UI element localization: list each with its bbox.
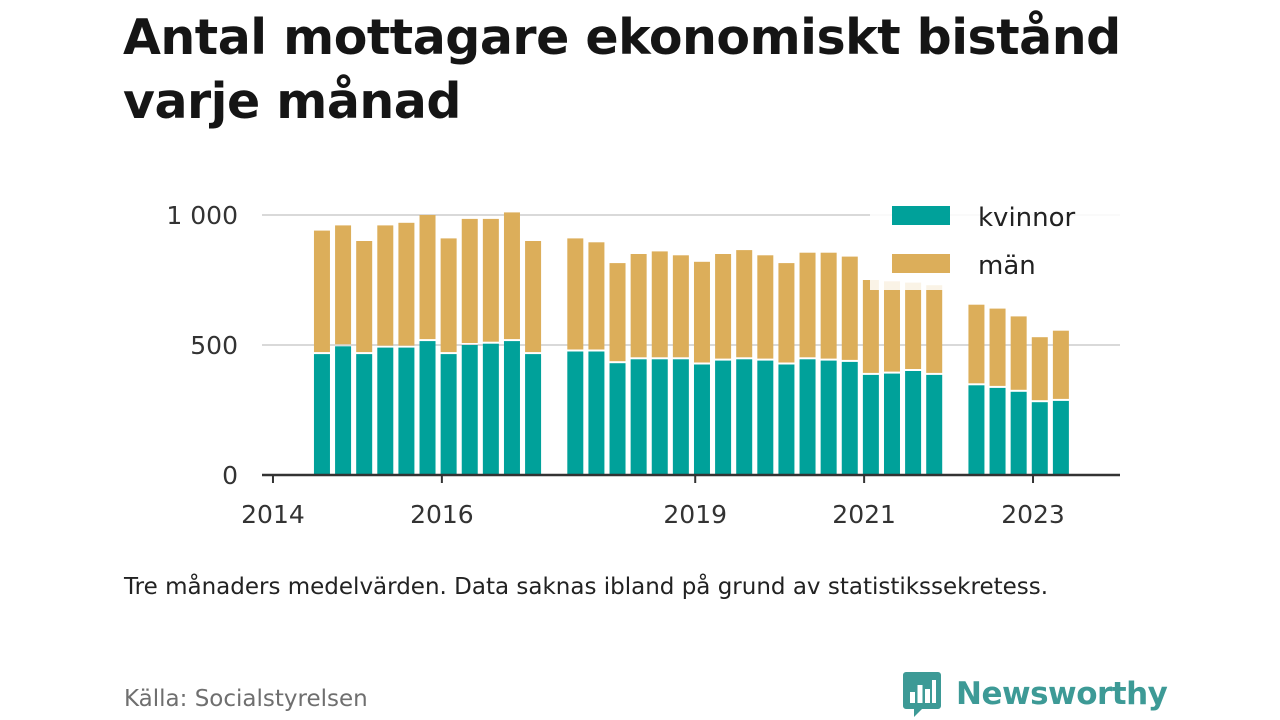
bar-kvinnor bbox=[630, 359, 647, 475]
bar-kvinnor bbox=[567, 351, 584, 475]
bar-man bbox=[841, 256, 858, 360]
bar-kvinnor bbox=[377, 347, 394, 475]
bar-man bbox=[693, 261, 710, 363]
bar-man bbox=[799, 252, 816, 358]
bar-kvinnor bbox=[799, 359, 816, 475]
bar-kvinnor bbox=[926, 374, 943, 475]
bar-kvinnor bbox=[968, 385, 985, 475]
bar-man bbox=[630, 254, 647, 358]
bar-man bbox=[968, 304, 985, 384]
bar-kvinnor bbox=[778, 364, 795, 475]
bar-man bbox=[335, 225, 352, 345]
brand-name: Newsworthy bbox=[956, 676, 1168, 712]
legend-label-kvinnor: kvinnor bbox=[978, 203, 1076, 233]
bar-man bbox=[609, 263, 626, 362]
bar-man bbox=[926, 285, 943, 373]
bar-man bbox=[651, 251, 668, 358]
bar-kvinnor bbox=[419, 341, 436, 475]
bar-kvinnor bbox=[862, 374, 879, 475]
bar-man bbox=[883, 281, 900, 372]
bar-man bbox=[820, 252, 837, 359]
y-tick-label: 1 000 bbox=[166, 201, 238, 230]
bar-man bbox=[440, 238, 457, 353]
bar-kvinnor bbox=[482, 343, 499, 475]
x-tick-label: 2016 bbox=[410, 500, 474, 529]
legend-label-man: män bbox=[978, 251, 1036, 281]
bar-man bbox=[398, 222, 415, 346]
bar-kvinnor bbox=[883, 373, 900, 475]
chart-title: Antal mottagare ekonomiskt bistånd varje… bbox=[123, 9, 1121, 130]
bar-man bbox=[715, 254, 732, 359]
chart-caption: Tre månaders medelvärden. Data saknas ib… bbox=[124, 574, 1049, 600]
bar-kvinnor bbox=[525, 354, 542, 475]
x-tick-label: 2014 bbox=[241, 500, 305, 529]
bars bbox=[313, 212, 1069, 475]
bar-kvinnor bbox=[335, 346, 352, 475]
bar-man bbox=[377, 225, 394, 346]
y-tick-label: 500 bbox=[190, 331, 238, 360]
x-tick-label: 2021 bbox=[832, 500, 896, 529]
legend-swatch-man bbox=[892, 254, 950, 273]
bar-kvinnor bbox=[1052, 400, 1069, 475]
bar-man bbox=[736, 250, 753, 358]
bar-kvinnor bbox=[356, 354, 373, 475]
bar-kvinnor bbox=[440, 354, 457, 475]
bar-kvinnor bbox=[715, 360, 732, 475]
bar-man bbox=[778, 263, 795, 363]
legend: kvinnor män bbox=[870, 196, 1120, 290]
bar-kvinnor bbox=[313, 354, 330, 475]
bar-kvinnor bbox=[588, 351, 605, 475]
bar-kvinnor bbox=[1031, 402, 1048, 475]
axes: 0 500 1 000 2014 2016 2019 2021 2023 bbox=[166, 201, 1120, 529]
bar-kvinnor bbox=[651, 359, 668, 475]
bar-man bbox=[313, 230, 330, 353]
bar-man bbox=[525, 241, 542, 353]
bar-man bbox=[905, 282, 922, 369]
bar-man bbox=[482, 218, 499, 342]
newsworthy-brand[interactable]: Newsworthy bbox=[902, 668, 1168, 720]
bar-kvinnor bbox=[989, 387, 1006, 475]
bar-kvinnor bbox=[609, 363, 626, 475]
bar-man bbox=[419, 215, 436, 340]
bar-man bbox=[757, 255, 774, 359]
bar-kvinnor bbox=[503, 341, 520, 475]
bar-man bbox=[1010, 316, 1027, 390]
bar-kvinnor bbox=[841, 361, 858, 475]
bar-kvinnor bbox=[736, 359, 753, 475]
bar-kvinnor bbox=[693, 364, 710, 475]
bar-man bbox=[1052, 330, 1069, 399]
bar-man bbox=[672, 255, 689, 358]
x-tick-label: 2023 bbox=[1001, 500, 1065, 529]
bar-kvinnor bbox=[461, 345, 478, 475]
bar-man bbox=[461, 218, 478, 343]
bar-kvinnor bbox=[820, 360, 837, 475]
bar-man bbox=[1031, 337, 1048, 401]
bar-man bbox=[588, 242, 605, 350]
y-tick-label: 0 bbox=[222, 461, 238, 490]
bar-kvinnor bbox=[1010, 391, 1027, 475]
x-tick-label: 2019 bbox=[663, 500, 727, 529]
bar-kvinnor bbox=[905, 371, 922, 475]
bar-man bbox=[989, 308, 1006, 386]
bar-man bbox=[567, 238, 584, 350]
legend-swatch-kvinnor bbox=[892, 206, 950, 225]
source-note: Källa: Socialstyrelsen bbox=[124, 686, 368, 712]
bar-man bbox=[503, 212, 520, 340]
newsworthy-logo-icon bbox=[903, 672, 941, 717]
bar-man bbox=[356, 241, 373, 353]
bar-man bbox=[862, 280, 879, 373]
bar-kvinnor bbox=[672, 359, 689, 475]
bar-kvinnor bbox=[398, 347, 415, 475]
bar-kvinnor bbox=[757, 360, 774, 475]
